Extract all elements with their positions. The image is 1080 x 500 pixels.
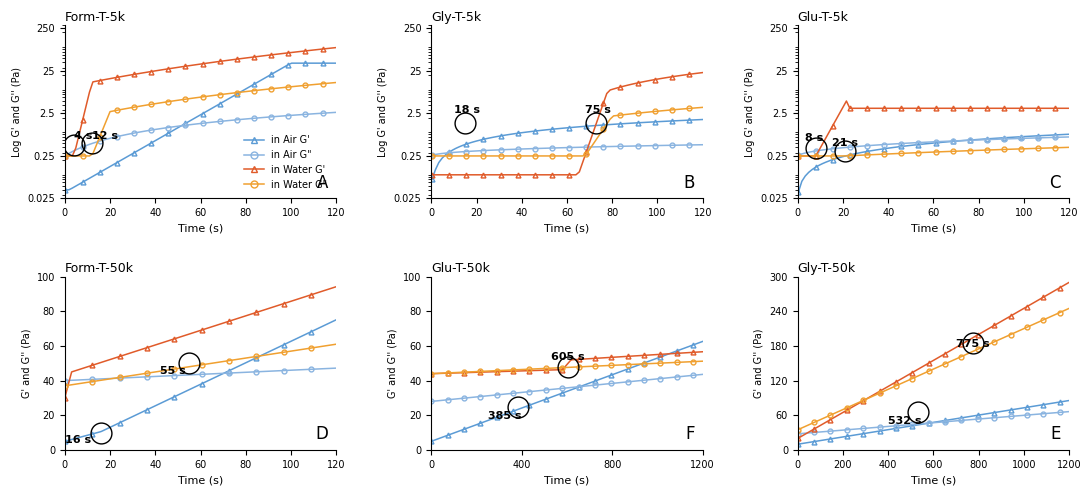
Text: F: F	[685, 425, 694, 443]
Text: 12 s: 12 s	[92, 131, 118, 141]
Text: Form-T-5k: Form-T-5k	[65, 11, 125, 24]
Text: 385 s: 385 s	[488, 411, 522, 421]
Legend: in Air G', in Air G", in Water G', in Water G": in Air G', in Air G", in Water G', in Wa…	[240, 131, 332, 194]
Text: 75 s: 75 s	[585, 106, 611, 116]
Y-axis label: G' and G'' (Pa): G' and G'' (Pa)	[388, 328, 397, 398]
Text: B: B	[684, 174, 694, 192]
X-axis label: Time (s): Time (s)	[544, 476, 590, 486]
Text: 21 s: 21 s	[832, 138, 858, 148]
X-axis label: Time (s): Time (s)	[178, 224, 224, 234]
Text: 4 s: 4 s	[73, 131, 92, 141]
Text: C: C	[1050, 174, 1061, 192]
Y-axis label: G' and G'' (Pa): G' and G'' (Pa)	[754, 328, 764, 398]
Y-axis label: G' and G'' (Pa): G' and G'' (Pa)	[22, 328, 31, 398]
Text: A: A	[316, 174, 328, 192]
Text: D: D	[315, 425, 328, 443]
Text: 18 s: 18 s	[454, 106, 480, 116]
X-axis label: Time (s): Time (s)	[544, 224, 590, 234]
Y-axis label: Log G' and G'' (Pa): Log G' and G'' (Pa)	[12, 66, 22, 156]
Text: Gly-T-5k: Gly-T-5k	[431, 11, 482, 24]
Text: 532 s: 532 s	[888, 416, 921, 426]
Text: Form-T-50k: Form-T-50k	[65, 262, 134, 276]
Text: 8 s: 8 s	[805, 134, 823, 143]
X-axis label: Time (s): Time (s)	[178, 476, 224, 486]
Text: 605 s: 605 s	[551, 352, 584, 362]
Text: Glu-T-5k: Glu-T-5k	[798, 11, 849, 24]
Text: 55 s: 55 s	[160, 366, 186, 376]
Y-axis label: Log G' and G'' (Pa): Log G' and G'' (Pa)	[378, 66, 388, 156]
Text: Glu-T-50k: Glu-T-50k	[431, 262, 490, 276]
X-axis label: Time (s): Time (s)	[910, 476, 956, 486]
X-axis label: Time (s): Time (s)	[910, 224, 956, 234]
Text: 16 s: 16 s	[65, 435, 91, 445]
Y-axis label: Log G' and G'' (Pa): Log G' and G'' (Pa)	[745, 66, 755, 156]
Text: 775 s: 775 s	[956, 339, 989, 349]
Text: Gly-T-50k: Gly-T-50k	[798, 262, 855, 276]
Text: E: E	[1051, 425, 1061, 443]
